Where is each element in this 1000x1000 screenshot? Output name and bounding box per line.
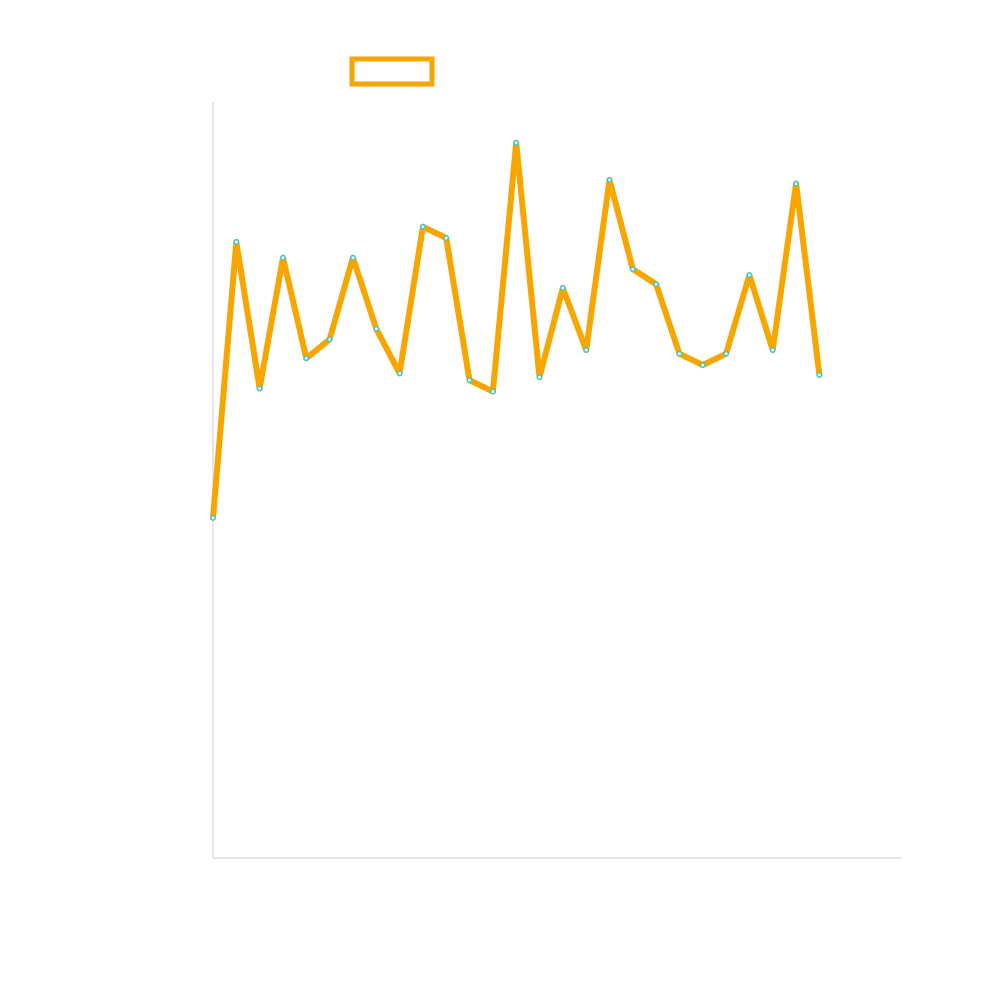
data-point xyxy=(489,388,496,395)
data-point xyxy=(629,266,636,273)
plot-area xyxy=(210,139,823,521)
data-point xyxy=(746,272,753,279)
data-point xyxy=(606,176,613,183)
data-point xyxy=(349,254,356,261)
data-point xyxy=(280,254,286,261)
data-point xyxy=(466,377,473,384)
legend-swatch xyxy=(349,56,435,87)
data-point xyxy=(653,281,660,288)
data-point xyxy=(816,371,823,378)
data-point xyxy=(583,347,590,353)
data-point xyxy=(559,285,566,291)
data-point xyxy=(326,336,333,343)
data-point xyxy=(513,139,520,146)
data-point xyxy=(676,350,683,357)
data-point xyxy=(303,355,310,362)
data-point xyxy=(723,350,730,357)
data-point xyxy=(443,235,450,242)
data-point xyxy=(396,370,403,377)
data-point xyxy=(419,223,426,230)
data-point xyxy=(256,385,263,392)
data-point xyxy=(793,180,800,187)
axes xyxy=(212,102,901,859)
data-point xyxy=(373,325,380,332)
data-point xyxy=(769,347,776,353)
data-point xyxy=(699,362,706,369)
data-point xyxy=(233,238,240,245)
data-point xyxy=(536,374,543,381)
legend xyxy=(349,56,435,87)
series-line xyxy=(210,139,823,521)
data-point xyxy=(210,514,216,521)
